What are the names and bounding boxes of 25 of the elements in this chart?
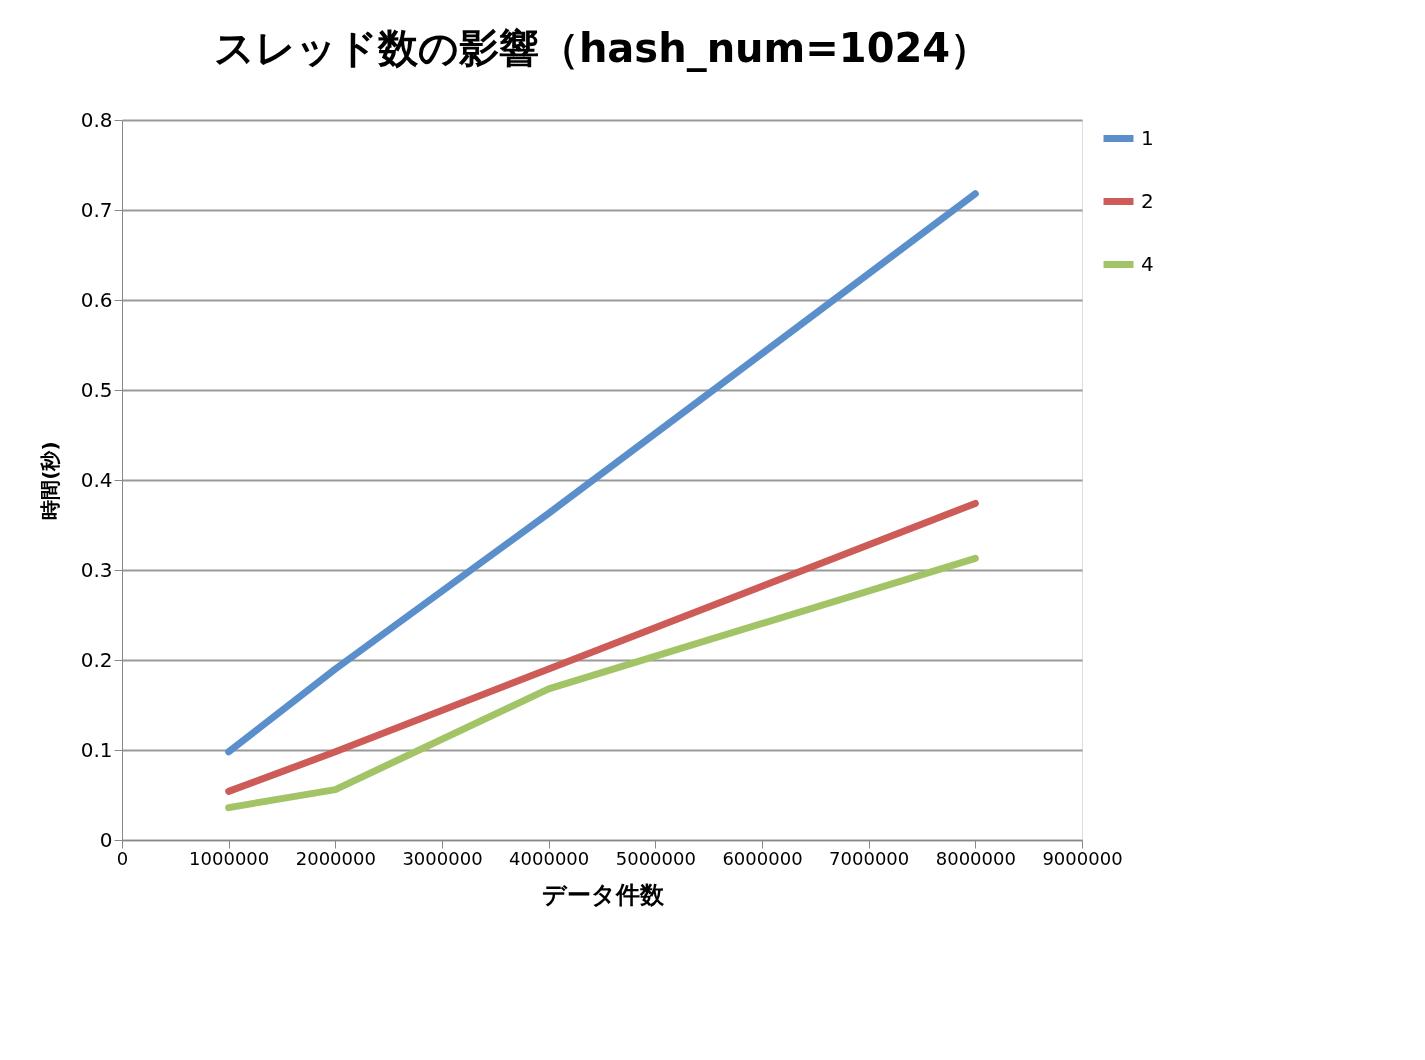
x-tick-label: 0 — [116, 847, 129, 869]
x-tick-label: 2000000 — [295, 847, 376, 869]
x-tick-label: 6000000 — [722, 847, 803, 869]
x-tick-label: 9000000 — [1042, 847, 1123, 869]
x-tick-label: 3000000 — [402, 847, 483, 869]
y-axis-title: 時間(秒) — [37, 441, 62, 520]
legend-label: 4 — [1141, 251, 1154, 276]
y-tick-label: 0.5 — [80, 377, 113, 402]
x-tick-label: 4000000 — [509, 847, 590, 869]
x-tick-label: 1000000 — [189, 847, 270, 869]
legend-label: 1 — [1141, 125, 1154, 150]
legend-label: 2 — [1141, 188, 1154, 213]
y-tick-label: 0.3 — [80, 557, 113, 582]
y-tick-label: 0.6 — [80, 287, 113, 312]
x-tick-label: 8000000 — [935, 847, 1016, 869]
y-tick-label: 0.1 — [80, 737, 113, 762]
y-tick-label: 0 — [99, 827, 113, 852]
y-tick-label: 0.8 — [80, 107, 113, 132]
x-axis-title: データ件数 — [541, 880, 665, 909]
x-tick-label: 5000000 — [615, 847, 696, 869]
x-tick-label: 7000000 — [829, 847, 910, 869]
chart-title: スレッド数の影響（hash_num=1024） — [213, 25, 991, 72]
y-tick-label: 0.7 — [80, 197, 113, 222]
y-tick-label: 0.2 — [80, 647, 113, 672]
y-tick-label: 0.4 — [80, 467, 113, 492]
